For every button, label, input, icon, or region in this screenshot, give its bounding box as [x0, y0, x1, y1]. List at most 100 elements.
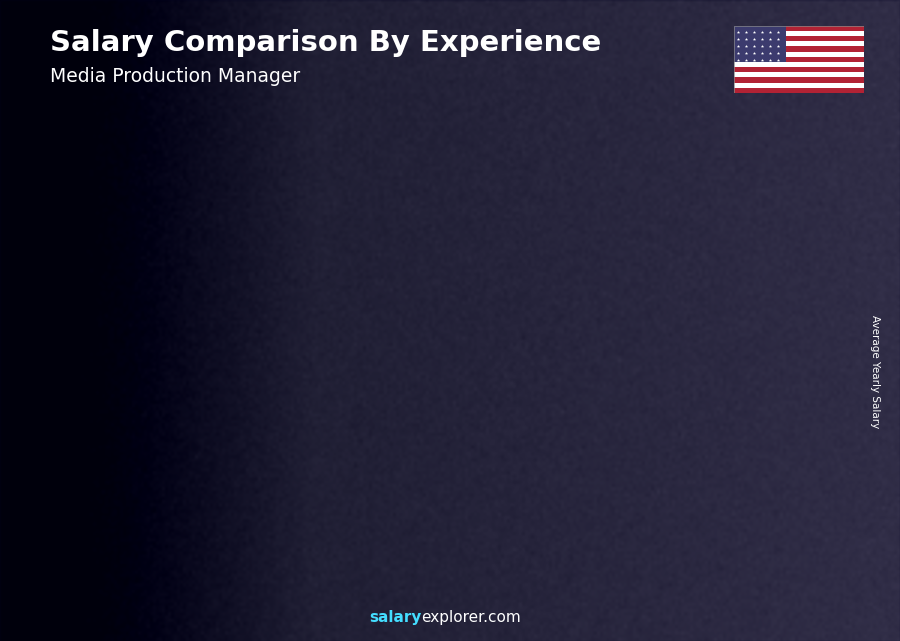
Bar: [579, 304, 641, 309]
Bar: [579, 279, 641, 284]
Bar: [98, 537, 160, 538]
Bar: [98, 444, 160, 447]
Bar: [218, 477, 281, 480]
Bar: [579, 309, 641, 314]
Bar: [458, 566, 521, 570]
Bar: [579, 354, 641, 359]
Bar: [338, 351, 400, 355]
Bar: [218, 422, 281, 425]
Bar: [698, 549, 761, 554]
Bar: [698, 458, 761, 463]
Bar: [734, 78, 864, 83]
Bar: [338, 510, 400, 514]
Bar: [458, 481, 521, 486]
Bar: [98, 460, 160, 462]
Bar: [458, 373, 521, 378]
Bar: [98, 569, 160, 570]
Text: 163,000 USD: 163,000 USD: [697, 222, 773, 235]
Bar: [698, 528, 761, 533]
Bar: [98, 511, 160, 513]
Bar: [98, 564, 160, 566]
Bar: [338, 491, 400, 495]
Bar: [698, 249, 761, 254]
Bar: [218, 529, 281, 532]
Bar: [579, 535, 641, 540]
Polygon shape: [641, 259, 652, 570]
Bar: [458, 458, 521, 462]
Bar: [218, 430, 281, 433]
Polygon shape: [281, 396, 292, 570]
Bar: [698, 324, 761, 329]
Bar: [338, 499, 400, 503]
Bar: [579, 314, 641, 319]
Bar: [218, 568, 281, 570]
Bar: [458, 495, 521, 500]
Bar: [458, 524, 521, 528]
Bar: [579, 560, 641, 565]
Bar: [698, 506, 761, 512]
Bar: [98, 492, 160, 494]
Bar: [734, 31, 864, 36]
Bar: [458, 307, 521, 312]
Bar: [218, 469, 281, 472]
Bar: [98, 513, 160, 515]
Bar: [98, 463, 160, 466]
Bar: [698, 383, 761, 388]
Bar: [338, 423, 400, 427]
Bar: [98, 504, 160, 506]
Bar: [734, 67, 864, 72]
Bar: [579, 555, 641, 560]
Bar: [698, 415, 761, 420]
Bar: [579, 450, 641, 455]
Bar: [698, 388, 761, 394]
Bar: [338, 540, 400, 544]
Bar: [579, 510, 641, 515]
Bar: [579, 379, 641, 385]
Bar: [458, 510, 521, 514]
Bar: [218, 524, 281, 526]
Bar: [698, 538, 761, 544]
Bar: [458, 387, 521, 392]
Bar: [579, 369, 641, 374]
Bar: [458, 561, 521, 566]
Bar: [218, 502, 281, 504]
Bar: [218, 442, 281, 444]
Polygon shape: [400, 334, 411, 570]
Bar: [98, 502, 160, 504]
Bar: [698, 453, 761, 458]
Bar: [338, 427, 400, 431]
Bar: [458, 411, 521, 415]
Bar: [579, 455, 641, 460]
Bar: [98, 534, 160, 537]
Bar: [579, 349, 641, 354]
Bar: [218, 414, 281, 417]
Bar: [338, 525, 400, 529]
Bar: [218, 499, 281, 502]
Bar: [458, 321, 521, 326]
Bar: [98, 532, 160, 534]
Bar: [698, 479, 761, 485]
Bar: [579, 551, 641, 555]
Text: salary: salary: [369, 610, 421, 625]
Bar: [218, 483, 281, 485]
Bar: [338, 374, 400, 378]
Bar: [458, 434, 521, 439]
Bar: [698, 565, 761, 570]
Bar: [98, 549, 160, 551]
Bar: [218, 515, 281, 519]
Text: Media Production Manager: Media Production Manager: [50, 67, 300, 87]
Bar: [338, 404, 400, 408]
Bar: [458, 420, 521, 425]
Bar: [98, 543, 160, 545]
Bar: [458, 533, 521, 538]
Polygon shape: [761, 239, 772, 570]
Bar: [338, 544, 400, 548]
Bar: [734, 88, 864, 93]
Bar: [698, 495, 761, 501]
Bar: [458, 504, 521, 510]
Bar: [338, 457, 400, 461]
Bar: [338, 563, 400, 567]
Bar: [338, 438, 400, 442]
Bar: [98, 560, 160, 562]
Text: explorer.com: explorer.com: [421, 610, 521, 625]
